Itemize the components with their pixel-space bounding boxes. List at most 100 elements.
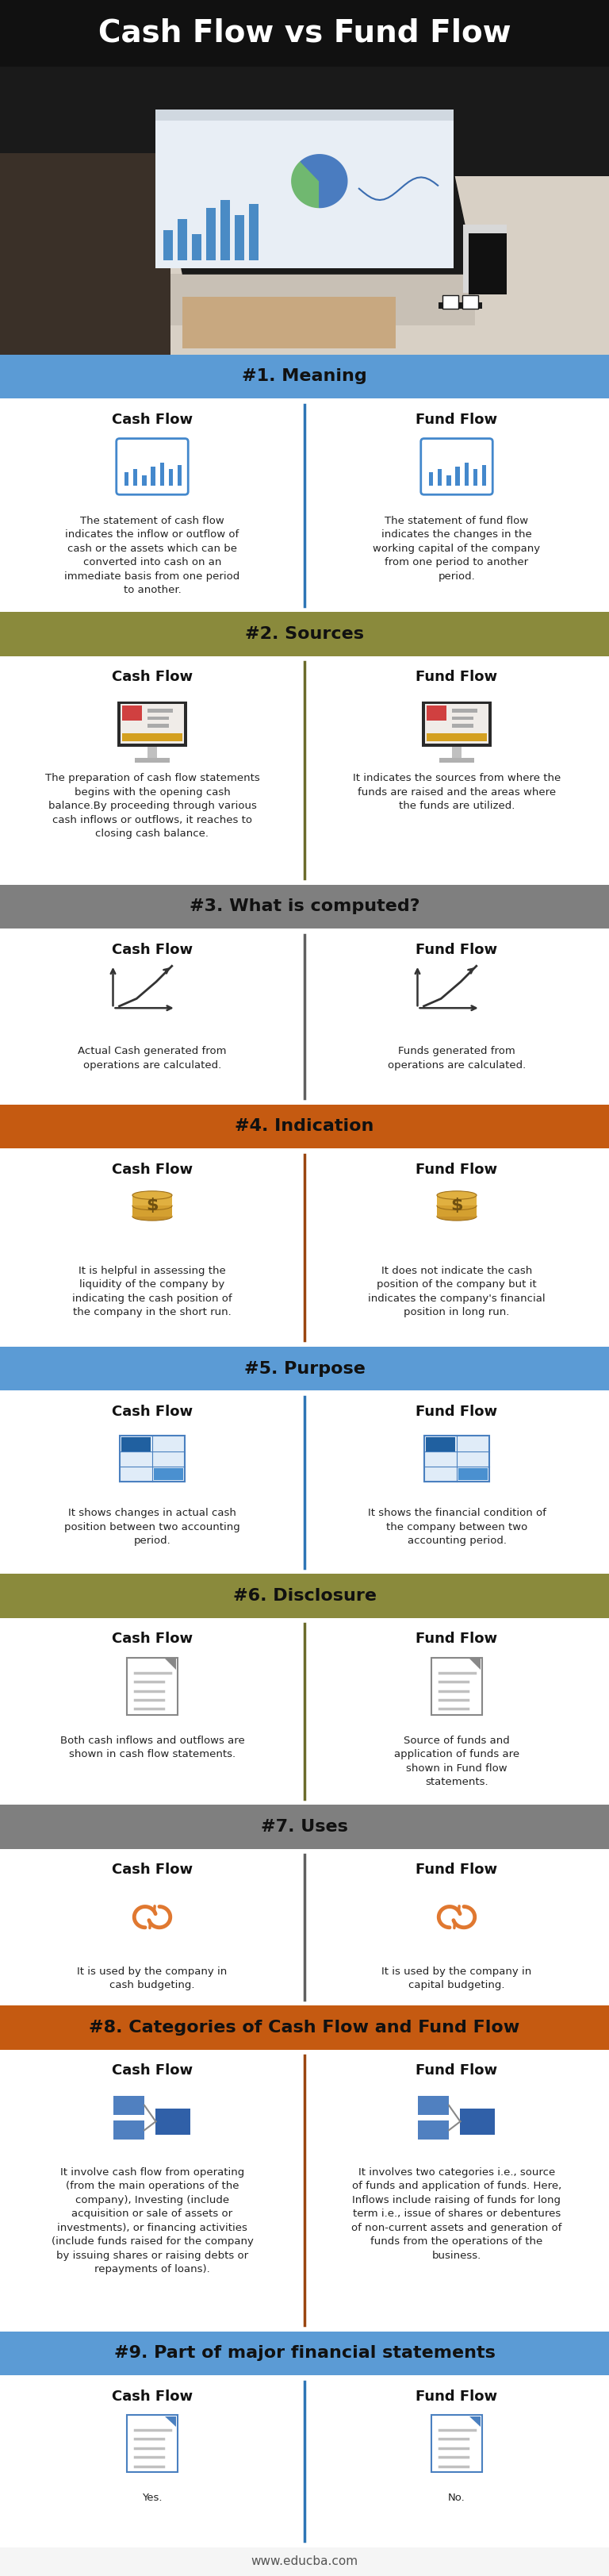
Polygon shape [165,2416,176,2427]
Bar [0,1347,609,1391]
Text: Fund Flow: Fund Flow [416,1162,498,1177]
Bar [463,224,507,294]
Text: Fund Flow: Fund Flow [416,2391,498,2403]
Ellipse shape [437,1213,477,1221]
Text: Yes.: Yes. [142,2494,163,2504]
Bar [0,1618,609,1806]
Bar [0,2007,609,2050]
Bar [473,469,477,484]
Text: It is helpful in assessing the
liquidity of the company by
indicating the cash p: It is helpful in assessing the liquidity… [72,1265,232,1319]
Text: It involves two categories i.e., source
of funds and application of funds. Here,: It involves two categories i.e., source … [351,2166,562,2262]
Text: #6. Disclosure: #6. Disclosure [233,1587,376,1605]
Bar [418,2097,449,2115]
Bar [0,1149,609,1347]
Bar [163,229,173,260]
Text: Fund Flow: Fund Flow [416,1633,498,1646]
Ellipse shape [132,1200,172,1211]
Bar [418,2120,449,2141]
Text: Fund Flow: Fund Flow [416,670,498,685]
Text: #4. Indication: #4. Indication [235,1118,374,1133]
FancyBboxPatch shape [116,438,188,495]
Bar [142,474,146,484]
Bar [234,216,244,260]
Text: It is used by the company in
capital budgeting.: It is used by the company in capital bud… [382,1965,532,1991]
FancyBboxPatch shape [431,1656,482,1716]
Bar [249,204,258,260]
Text: Funds generated from
operations are calculated.: Funds generated from operations are calc… [388,1046,526,1069]
Text: Cash Flow: Cash Flow [112,1633,192,1646]
Bar [462,296,478,309]
Text: Fund Flow: Fund Flow [416,2063,498,2079]
Text: Source of funds and
application of funds are
shown in Fund flow
statements.: Source of funds and application of funds… [394,1736,519,1788]
Text: Cash Flow: Cash Flow [112,670,192,685]
Bar [426,1437,455,1450]
Text: It involve cash flow from operating
(from the main operations of the
company), I: It involve cash flow from operating (fro… [51,2166,253,2275]
Polygon shape [146,100,475,273]
Text: Cash Flow: Cash Flow [112,2391,192,2403]
Bar [0,1574,609,1618]
Text: #7. Uses: #7. Uses [261,1819,348,1834]
Text: Both cash inflows and outflows are
shown in cash flow statements.: Both cash inflows and outflows are shown… [60,1736,245,1759]
Text: #1. Meaning: #1. Meaning [242,368,367,384]
Bar [132,1206,172,1216]
Bar [459,1468,488,1481]
Text: Cash Flow: Cash Flow [112,1862,192,1878]
Bar [464,464,469,484]
Text: #5. Purpose: #5. Purpose [244,1360,365,1376]
Bar [206,209,216,260]
Text: #9. Part of major financial statements: #9. Part of major financial statements [114,2344,495,2362]
Bar [438,301,482,309]
Ellipse shape [132,1190,172,1200]
Bar [178,466,182,484]
Bar [0,152,171,355]
Bar [424,1435,490,1481]
Text: It is used by the company in
cash budgeting.: It is used by the company in cash budget… [77,1965,227,1991]
Bar [133,469,138,484]
Text: Fund Flow: Fund Flow [416,1404,498,1419]
Text: Fund Flow: Fund Flow [416,943,498,956]
Text: $: $ [451,1198,463,1213]
Text: Fund Flow: Fund Flow [416,1862,498,1878]
FancyBboxPatch shape [127,1656,178,1716]
Polygon shape [301,155,347,209]
Text: #2. Sources: #2. Sources [245,626,364,641]
Bar [443,296,459,309]
Bar [147,724,169,726]
Ellipse shape [437,1200,477,1211]
Bar [171,273,475,325]
Bar [0,2375,609,2548]
Text: Cash Flow: Cash Flow [112,1162,192,1177]
Bar [122,706,142,721]
Bar [0,399,609,613]
Bar [192,234,202,260]
Bar [427,706,446,721]
Text: The preparation of cash flow statements
begins with the opening cash
balance.By : The preparation of cash flow statements … [45,773,259,840]
Bar [0,175,609,355]
Bar [0,0,609,67]
Bar [113,2097,144,2115]
Bar [429,471,433,484]
Bar [135,757,170,762]
Text: #3. What is computed?: #3. What is computed? [189,899,420,914]
Text: #8. Categories of Cash Flow and Fund Flow: #8. Categories of Cash Flow and Fund Flo… [89,2020,520,2035]
Text: Cash Flow: Cash Flow [112,412,192,428]
Bar [469,234,507,294]
Bar [452,724,473,726]
Bar [155,111,454,268]
Bar [151,466,155,484]
Bar [147,747,157,757]
Bar [169,469,173,484]
Polygon shape [470,2416,481,2427]
FancyBboxPatch shape [127,2414,178,2473]
Bar [437,1206,477,1216]
Text: It indicates the sources from where the
funds are raised and the areas where
the: It indicates the sources from where the … [353,773,561,811]
Text: The statement of cash flow
indicates the inflow or outflow of
cash or the assets: The statement of cash flow indicates the… [65,515,240,595]
Bar [456,466,460,484]
Polygon shape [292,162,319,209]
Bar [0,1105,609,1149]
Bar [0,1391,609,1574]
Text: Cash Flow: Cash Flow [112,943,192,956]
Bar [452,747,462,757]
Bar [177,219,187,260]
Bar [156,2107,190,2136]
